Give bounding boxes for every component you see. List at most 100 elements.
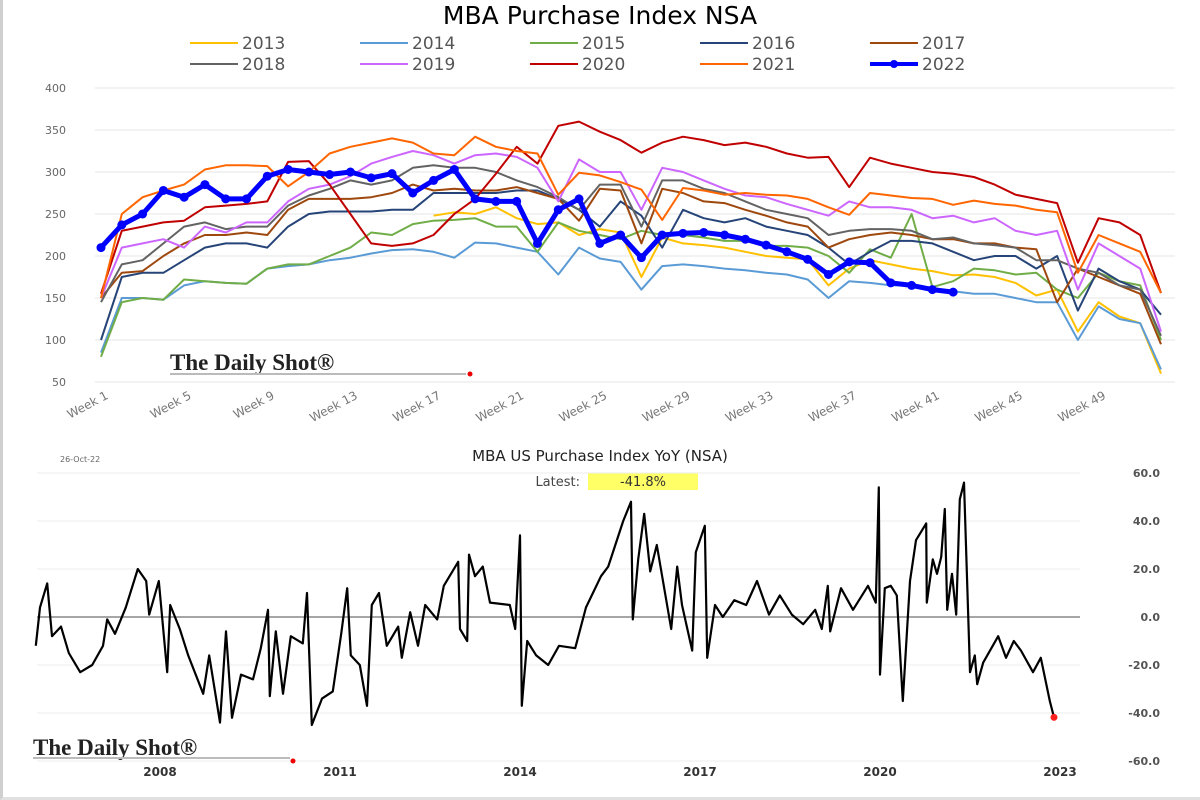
data-point-2022 bbox=[200, 180, 210, 190]
data-point-2022 bbox=[782, 247, 792, 257]
chart-title: MBA Purchase Index NSA bbox=[443, 1, 757, 30]
data-point-2022 bbox=[948, 287, 958, 297]
data-point-2022 bbox=[408, 188, 418, 198]
data-point-2022 bbox=[865, 258, 875, 268]
data-point-2022 bbox=[345, 167, 355, 177]
x-tick-label: 2017 bbox=[683, 765, 716, 779]
x-tick-label: Week 21 bbox=[474, 388, 526, 425]
y-tick-label: 150 bbox=[45, 292, 66, 305]
series-line-2013 bbox=[433, 206, 1162, 374]
data-point-2022 bbox=[720, 230, 730, 240]
latest-label: Latest: bbox=[535, 475, 580, 490]
data-point-2022 bbox=[179, 192, 189, 202]
data-point-2022 bbox=[117, 220, 127, 230]
x-tick-label: 2020 bbox=[863, 765, 896, 779]
series-line-2019 bbox=[100, 150, 1162, 332]
legend-label-2020: 2020 bbox=[582, 55, 625, 75]
x-tick-label: 2008 bbox=[143, 765, 176, 779]
data-point-2022 bbox=[283, 164, 293, 174]
watermark-dot bbox=[467, 371, 473, 377]
series-line-2018 bbox=[100, 164, 1162, 337]
y-tick-label: -20.0 bbox=[1128, 659, 1160, 672]
data-point-2022 bbox=[553, 205, 563, 215]
series-line-2021 bbox=[100, 135, 1162, 299]
data-point-2022 bbox=[907, 280, 917, 290]
y-tick-label: 300 bbox=[45, 166, 66, 179]
data-point-2022 bbox=[595, 238, 605, 248]
x-tick-label: Week 1 bbox=[65, 388, 111, 421]
data-point-2022 bbox=[449, 164, 459, 174]
data-point-2022 bbox=[470, 194, 480, 204]
x-tick-label: Week 25 bbox=[557, 388, 609, 425]
legend-label-2022: 2022 bbox=[922, 55, 965, 75]
legend-label-2013: 2013 bbox=[242, 34, 285, 54]
y-tick-label: 60.0 bbox=[1133, 467, 1160, 480]
watermark-dot bbox=[290, 758, 296, 764]
data-point-2022 bbox=[366, 173, 376, 183]
y-tick-label: -40.0 bbox=[1128, 707, 1160, 720]
data-point-2022 bbox=[387, 169, 397, 179]
legend-label-2015: 2015 bbox=[582, 34, 625, 54]
x-tick-label: 2014 bbox=[503, 765, 536, 779]
series-line-2015 bbox=[100, 213, 1162, 358]
x-tick-label: Week 33 bbox=[723, 388, 775, 425]
data-point-2022 bbox=[158, 185, 168, 195]
data-point-2022 bbox=[761, 240, 771, 250]
legend-label-2014: 2014 bbox=[412, 34, 455, 54]
data-point-2022 bbox=[574, 194, 584, 204]
data-point-2022 bbox=[138, 209, 148, 219]
y-tick-label: 40.0 bbox=[1133, 515, 1160, 528]
data-point-2022 bbox=[304, 167, 314, 177]
y-tick-label: 250 bbox=[45, 208, 66, 221]
legend-label-2017: 2017 bbox=[922, 34, 965, 54]
data-point-2022 bbox=[927, 285, 937, 295]
x-tick-label: Week 49 bbox=[1056, 388, 1108, 425]
x-tick-label: Week 17 bbox=[390, 388, 442, 425]
legend-label-2019: 2019 bbox=[412, 55, 455, 75]
legend-label-2021: 2021 bbox=[752, 55, 795, 75]
data-point-2022 bbox=[429, 175, 439, 185]
data-point-2022 bbox=[844, 257, 854, 267]
latest-point-marker bbox=[1050, 713, 1058, 721]
series-line-yoy bbox=[34, 481, 1056, 727]
latest-highlight bbox=[588, 473, 698, 490]
y-tick-label: 400 bbox=[45, 82, 66, 95]
latest-value: -41.8% bbox=[620, 475, 666, 490]
chart-title-yoy: MBA US Purchase Index YoY (NSA) bbox=[472, 447, 728, 465]
x-tick-label: Week 45 bbox=[972, 388, 1024, 425]
x-tick-label: 2011 bbox=[323, 765, 356, 779]
data-point-2022 bbox=[636, 253, 646, 263]
watermark-text: The Daily Shot® bbox=[33, 735, 197, 760]
x-tick-label: Week 5 bbox=[148, 388, 194, 421]
x-tick-label: Week 41 bbox=[889, 388, 941, 425]
y-tick-label: 50 bbox=[52, 376, 66, 389]
data-point-2022 bbox=[803, 254, 813, 264]
data-point-2022 bbox=[262, 171, 272, 181]
y-tick-label: 350 bbox=[45, 124, 66, 137]
legend-marker-2022 bbox=[890, 60, 898, 68]
data-point-2022 bbox=[823, 269, 833, 279]
x-tick-label: Week 9 bbox=[231, 388, 277, 421]
data-point-2022 bbox=[678, 228, 688, 238]
x-tick-label: 2023 bbox=[1043, 765, 1076, 779]
data-point-2022 bbox=[699, 227, 709, 237]
series-line-2016 bbox=[100, 189, 1162, 341]
y-tick-label: 0.0 bbox=[1141, 611, 1161, 624]
data-point-2022 bbox=[740, 234, 750, 244]
data-point-2022 bbox=[325, 170, 335, 180]
watermark-text: The Daily Shot® bbox=[170, 350, 334, 375]
legend-label-2018: 2018 bbox=[242, 55, 285, 75]
x-tick-label: Week 37 bbox=[806, 388, 858, 425]
y-tick-label: -60.0 bbox=[1128, 755, 1160, 768]
x-tick-label: Week 29 bbox=[640, 388, 692, 425]
date-label: 26-Oct-22 bbox=[60, 455, 100, 464]
data-point-2022 bbox=[616, 230, 626, 240]
series-line-2020 bbox=[100, 120, 1162, 295]
data-point-2022 bbox=[532, 238, 542, 248]
y-tick-label: 20.0 bbox=[1133, 563, 1160, 576]
data-point-2022 bbox=[657, 230, 667, 240]
data-point-2022 bbox=[96, 243, 106, 253]
y-tick-label: 200 bbox=[45, 250, 66, 263]
